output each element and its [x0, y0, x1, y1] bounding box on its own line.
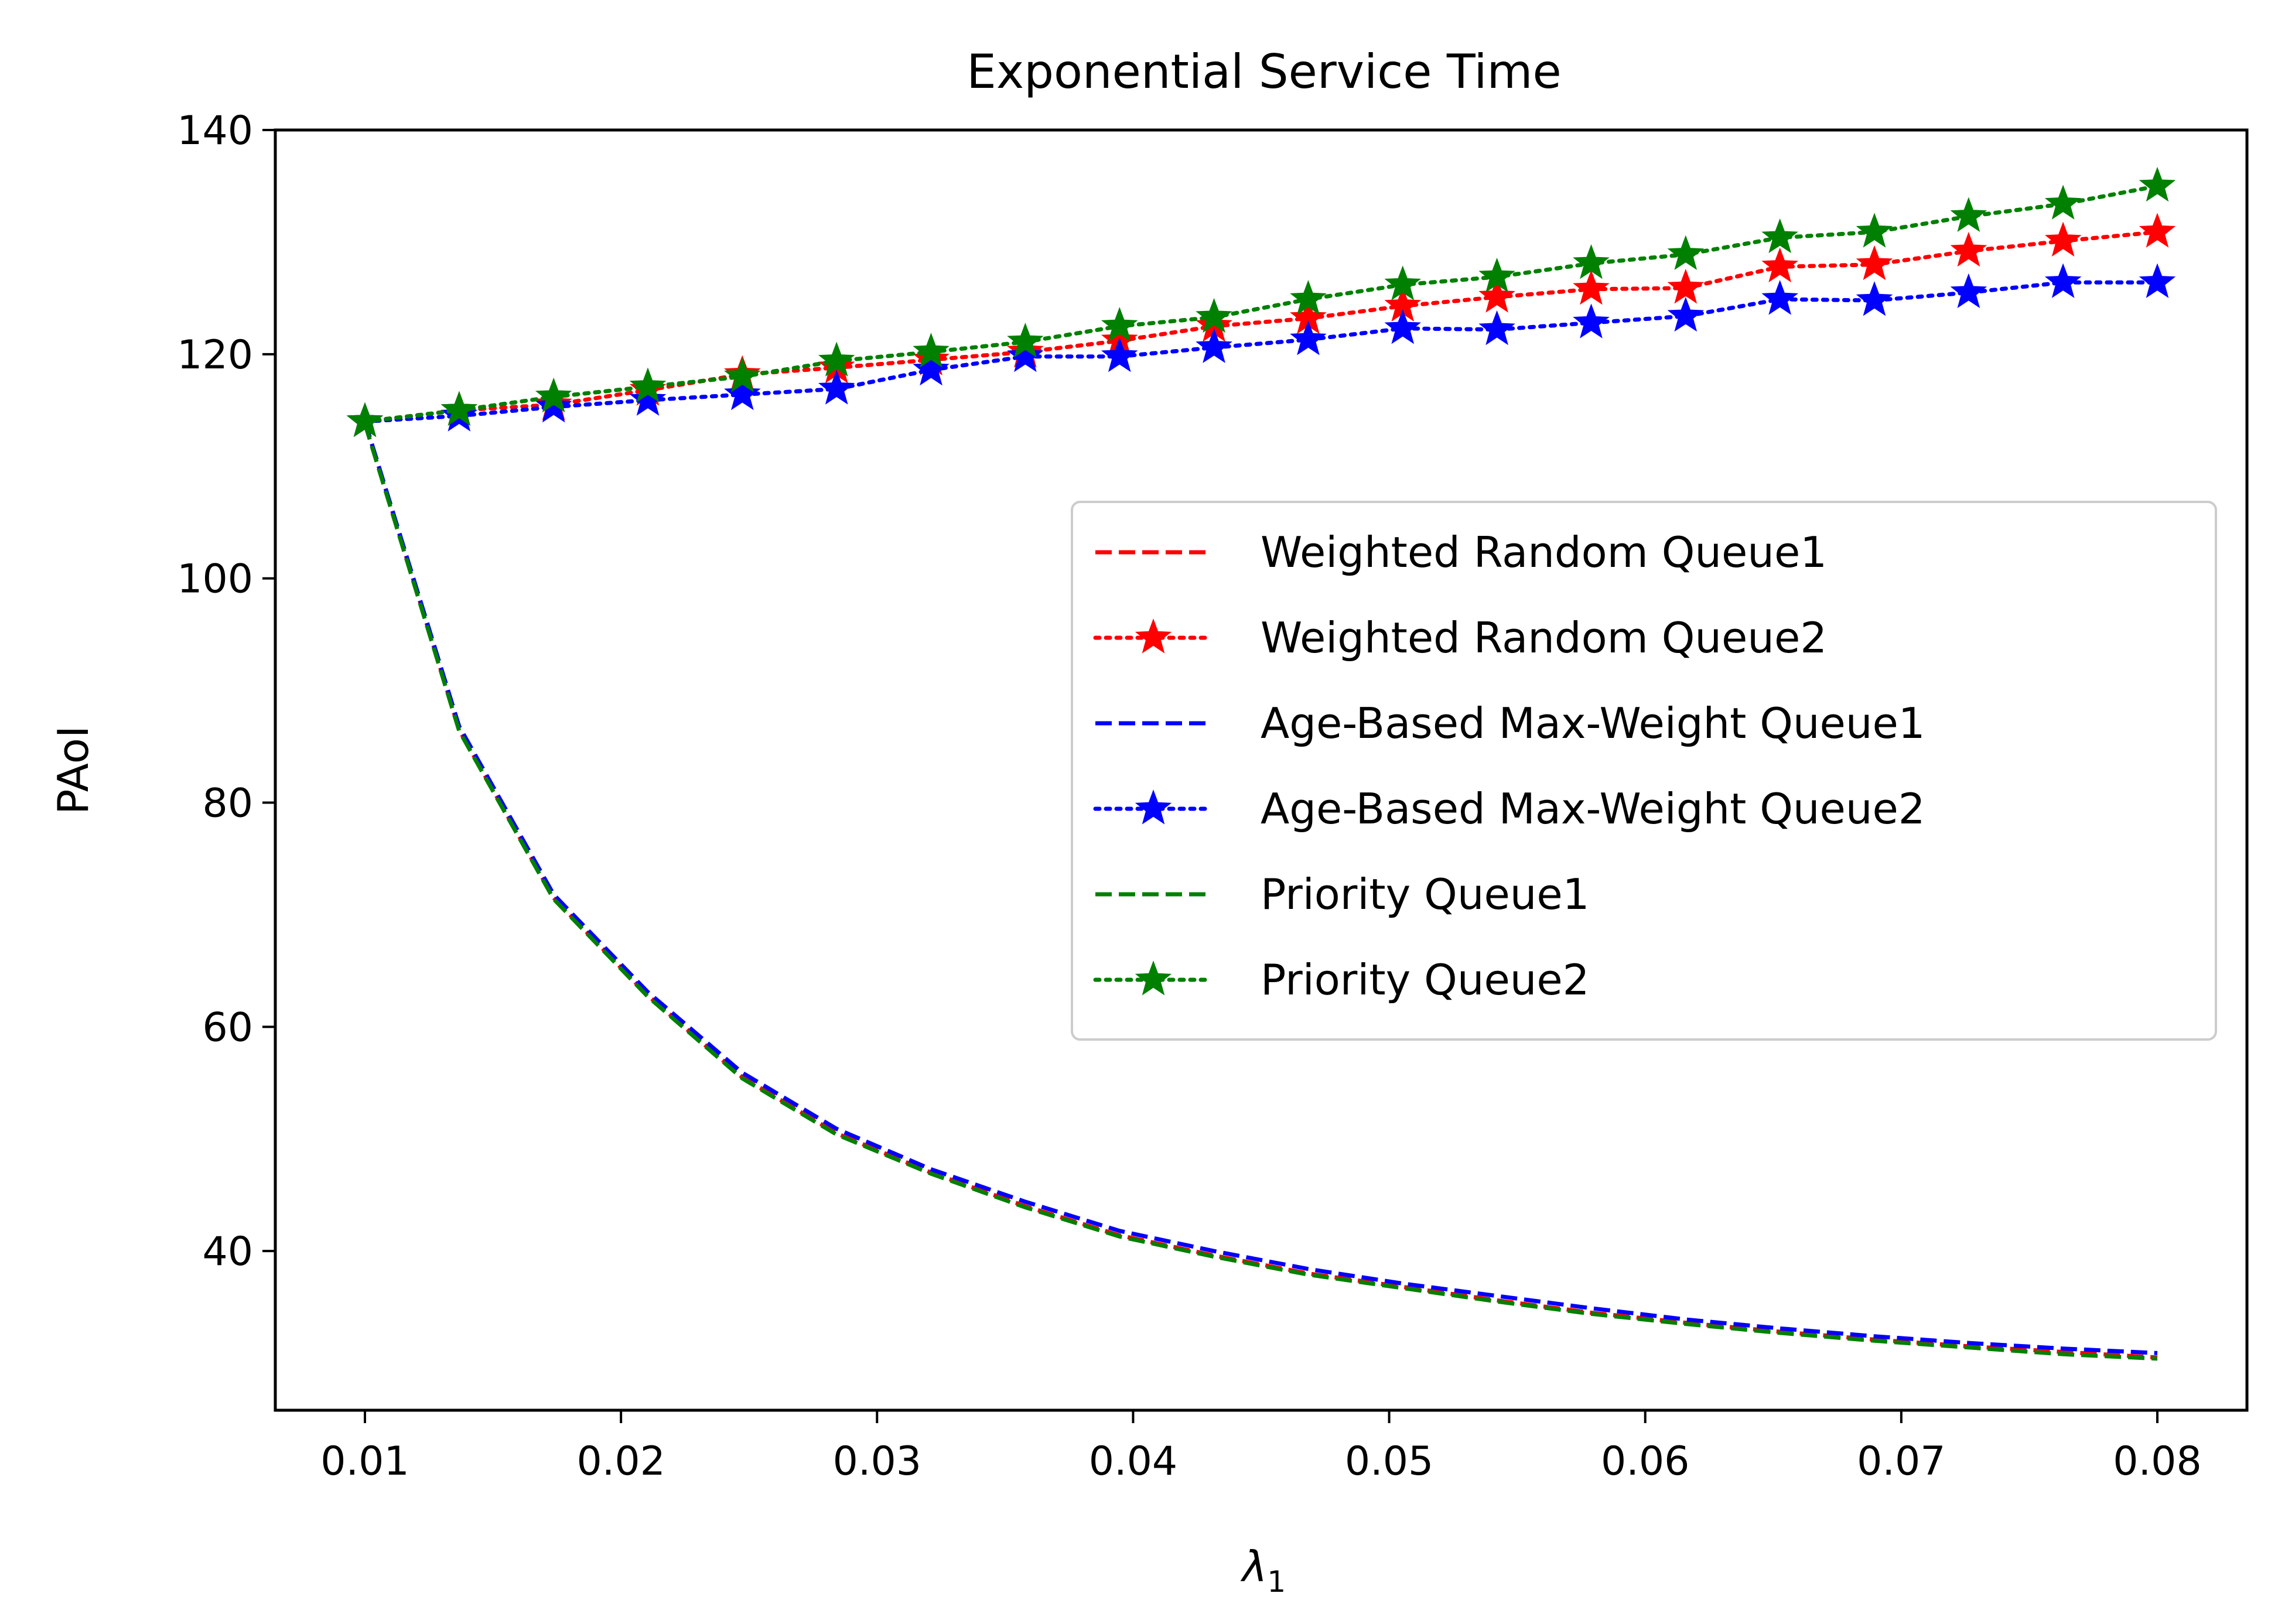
- y-tick-label: 40: [202, 1229, 253, 1275]
- data-point-priority-queue2: [2044, 184, 2082, 220]
- data-point-priority-queue2: [724, 357, 761, 392]
- data-point-age-based-max-weight-queue2: [535, 387, 572, 423]
- data-point-weighted-random-queue2: [1478, 278, 1515, 313]
- data-point-weighted-random-queue2: [1761, 247, 1798, 283]
- data-point-priority-queue2: [1478, 257, 1515, 293]
- x-tick-label: 0.04: [1089, 1438, 1177, 1485]
- data-point-age-based-max-weight-queue2: [1384, 309, 1422, 344]
- x-tick-label: 0.03: [833, 1438, 921, 1485]
- x-tick-label: 0.07: [1857, 1438, 1945, 1485]
- data-point-priority-queue2: [1573, 244, 1610, 279]
- legend-item-priority-queue1: Priority Queue1: [1095, 870, 1589, 919]
- legend-item-weighted-random-queue1: Weighted Random Queue1: [1095, 528, 1827, 577]
- data-point-priority-queue2: [2139, 166, 2176, 202]
- data-point-priority-queue2: [346, 402, 384, 437]
- legend-label: Priority Queue2: [1261, 955, 1589, 1004]
- data-point-age-based-max-weight-queue2: [1667, 296, 1705, 332]
- data-point-priority-queue2: [535, 377, 572, 413]
- data-point-priority-queue2: [1007, 322, 1044, 358]
- legend-box: [1071, 501, 2217, 1041]
- data-point-age-based-max-weight-queue2: [1761, 280, 1798, 315]
- data-point-priority-queue2: [1101, 307, 1138, 342]
- legend-label: Age-Based Max-Weight Queue1: [1261, 699, 1925, 748]
- data-point-age-based-max-weight-queue2: [1196, 328, 1232, 363]
- series-priority-queue1: [363, 423, 2158, 1361]
- legend-label: Age-Based Max-Weight Queue2: [1261, 784, 1925, 833]
- legend-label: Weighted Random Queue1: [1261, 528, 1827, 577]
- series-line-age-based-max-weight-queue1: [363, 420, 2158, 1355]
- data-point-priority-queue2: [1667, 235, 1705, 270]
- plot-frame: [274, 128, 2249, 1412]
- data-point-priority-queue2: [1290, 280, 1327, 315]
- series-age-based-max-weight-queue2: [346, 263, 2176, 437]
- legend-label: Priority Queue1: [1261, 870, 1589, 919]
- legend: Weighted Random Queue1 Weighted Random Qu…: [1071, 501, 2217, 1041]
- y-tick-label: 120: [177, 332, 253, 378]
- series-age-based-max-weight-queue1: [363, 420, 2158, 1355]
- data-point-age-based-max-weight-queue2: [1290, 320, 1327, 355]
- data-point-age-based-max-weight-queue2: [1856, 281, 1893, 316]
- plot-area: [346, 166, 2176, 1361]
- series-line-weighted-random-queue2: [363, 230, 2160, 424]
- series-line-age-based-max-weight-queue2: [363, 280, 2160, 424]
- legend-swatch-marker: [1135, 789, 1172, 825]
- y-tick-label: 140: [177, 108, 253, 154]
- legend-swatch-marker: [1135, 618, 1172, 654]
- x-tick-label: 0.02: [576, 1438, 665, 1485]
- data-point-priority-queue2: [913, 333, 950, 368]
- legend-item-weighted-random-queue2: Weighted Random Queue2: [1093, 613, 1827, 662]
- data-point-priority-queue2: [1856, 213, 1893, 248]
- data-point-age-based-max-weight-queue2: [2139, 263, 2176, 298]
- legend-swatch-marker: [1135, 960, 1172, 996]
- data-point-weighted-random-queue2: [1856, 245, 1893, 281]
- legend-item-age-based-max-weight-queue2: Age-Based Max-Weight Queue2: [1093, 784, 1925, 833]
- x-axis: 0.01 0.02 0.03 0.04 0.05 0.06 0.07 0.08: [320, 1410, 2202, 1485]
- data-point-age-based-max-weight-queue2: [913, 350, 950, 386]
- legend-entries: Weighted Random Queue1 Weighted Random Qu…: [1093, 528, 1925, 1004]
- data-point-priority-queue2: [629, 367, 667, 402]
- data-point-age-based-max-weight-queue2: [818, 370, 855, 405]
- data-point-age-based-max-weight-queue2: [1101, 337, 1138, 372]
- data-point-priority-queue2: [1761, 218, 1798, 254]
- data-point-age-based-max-weight-queue2: [1573, 303, 1610, 339]
- data-point-weighted-random-queue2: [1950, 231, 1987, 267]
- data-point-age-based-max-weight-queue2: [1478, 310, 1515, 346]
- data-point-age-based-max-weight-queue2: [2044, 263, 2082, 298]
- data-point-age-based-max-weight-queue2: [629, 381, 667, 416]
- y-tick-label: 100: [177, 556, 253, 603]
- series-line-priority-queue1: [363, 423, 2158, 1361]
- chart-title: Exponential Service Time: [966, 45, 1561, 99]
- x-tick-label: 0.01: [320, 1438, 409, 1485]
- data-point-age-based-max-weight-queue2: [724, 375, 761, 411]
- data-point-weighted-random-queue2: [2044, 221, 2082, 257]
- x-tick-label: 0.06: [1601, 1438, 1689, 1485]
- series-priority-queue2: [346, 166, 2176, 437]
- y-axis: 40 60 80 100 120 140: [177, 108, 275, 1275]
- series-line-priority-queue2: [363, 184, 2160, 424]
- data-point-weighted-random-queue2: [1573, 269, 1610, 305]
- y-tick-label: 60: [202, 1004, 253, 1051]
- x-axis-label-main: λ: [1240, 1542, 1268, 1591]
- series-layer: [346, 166, 2176, 1361]
- x-axis-label-subscript: 1: [1267, 1565, 1286, 1599]
- legend-item-priority-queue2: Priority Queue2: [1093, 955, 1589, 1004]
- data-point-age-based-max-weight-queue2: [1950, 273, 1987, 309]
- x-tick-label: 0.08: [2113, 1438, 2201, 1485]
- data-point-weighted-random-queue2: [1667, 269, 1705, 304]
- data-point-priority-queue2: [818, 341, 855, 377]
- x-axis-label: λ1: [1240, 1542, 1286, 1599]
- legend-item-age-based-max-weight-queue1: Age-Based Max-Weight Queue1: [1095, 699, 1925, 748]
- y-tick-label: 80: [202, 781, 253, 827]
- x-tick-label: 0.05: [1345, 1438, 1433, 1485]
- data-point-priority-queue2: [440, 391, 478, 426]
- data-point-priority-queue2: [1950, 197, 1987, 233]
- data-point-priority-queue2: [1196, 298, 1232, 333]
- legend-label: Weighted Random Queue2: [1261, 613, 1827, 662]
- y-axis-label: PAoI: [49, 726, 98, 815]
- data-point-weighted-random-queue2: [2139, 213, 2176, 248]
- data-point-priority-queue2: [1384, 265, 1422, 300]
- data-point-age-based-max-weight-queue2: [1007, 337, 1044, 372]
